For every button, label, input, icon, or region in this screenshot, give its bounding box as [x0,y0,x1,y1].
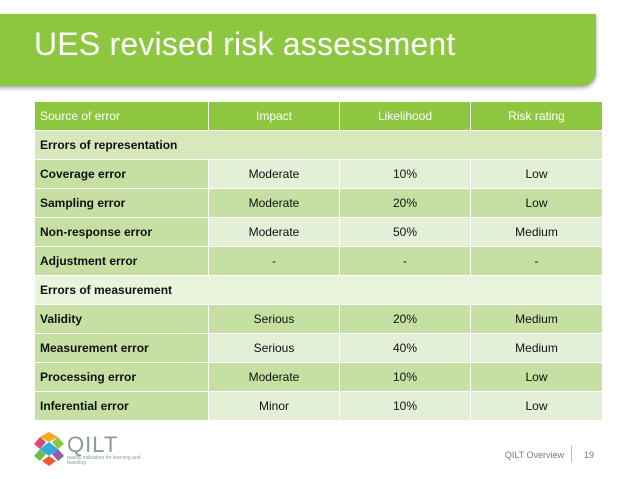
impact-cell: Moderate [208,188,340,218]
section-row: Errors of measurement [34,275,603,305]
likelihood-cell: 10% [339,362,471,392]
source-cell: Validity [34,304,209,334]
table-row: Inferential error Minor 10% Low [34,391,603,421]
section-row: Errors of representation [34,130,603,160]
source-cell: Sampling error [34,188,209,218]
header-impact: Impact [208,101,340,131]
risk-cell: Medium [470,217,603,247]
impact-cell: - [208,246,340,276]
source-cell: Measurement error [34,333,209,363]
table-row: Sampling error Moderate 20% Low [34,188,603,218]
logo-wordmark: QILT [67,432,119,457]
risk-cell: Low [470,188,603,218]
risk-cell: Medium [470,304,603,334]
risk-cell: Low [470,391,603,421]
header-likelihood: Likelihood [339,101,471,131]
table-row: Non-response error Moderate 50% Medium [34,217,603,247]
source-cell: Processing error [34,362,209,392]
title-banner [0,14,596,86]
impact-cell: Moderate [208,217,340,247]
section-label: Errors of representation [34,130,603,160]
table-row: Validity Serious 20% Medium [34,304,603,334]
source-cell: Inferential error [34,391,209,421]
footer-label: QILT Overview [504,450,564,460]
source-cell: Non-response error [34,217,209,247]
qilt-logo-icon [34,432,64,466]
risk-assessment-table: Source of error Impact Likelihood Risk r… [34,101,603,421]
impact-cell: Serious [208,333,340,363]
impact-cell: Moderate [208,159,340,189]
likelihood-cell: 20% [339,304,471,334]
risk-cell: Low [470,362,603,392]
likelihood-cell: 40% [339,333,471,363]
header-source: Source of error [34,101,209,131]
source-cell: Coverage error [34,159,209,189]
likelihood-cell: 50% [339,217,471,247]
table-row: Measurement error Serious 40% Medium [34,333,603,363]
table-row: Coverage error Moderate 10% Low [34,159,603,189]
risk-cell: Medium [470,333,603,363]
likelihood-cell: 10% [339,159,471,189]
impact-cell: Minor [208,391,340,421]
likelihood-cell: 10% [339,391,471,421]
logo-tagline: quality indicators for learning and teac… [67,455,141,466]
likelihood-cell: - [339,246,471,276]
page-number: 19 [584,450,595,460]
table-row: Processing error Moderate 10% Low [34,362,603,392]
qilt-logo: QILT quality indicators for learning and… [34,430,154,470]
footer-divider [571,446,572,462]
likelihood-cell: 20% [339,188,471,218]
slide-title: UES revised risk assessment [34,26,456,62]
source-cell: Adjustment error [34,246,209,276]
impact-cell: Moderate [208,362,340,392]
risk-cell: - [470,246,603,276]
risk-cell: Low [470,159,603,189]
table-row: Adjustment error - - - [34,246,603,276]
section-label: Errors of measurement [34,275,603,305]
header-risk-rating: Risk rating [470,101,603,131]
impact-cell: Serious [208,304,340,334]
table-header-row: Source of error Impact Likelihood Risk r… [34,101,603,131]
